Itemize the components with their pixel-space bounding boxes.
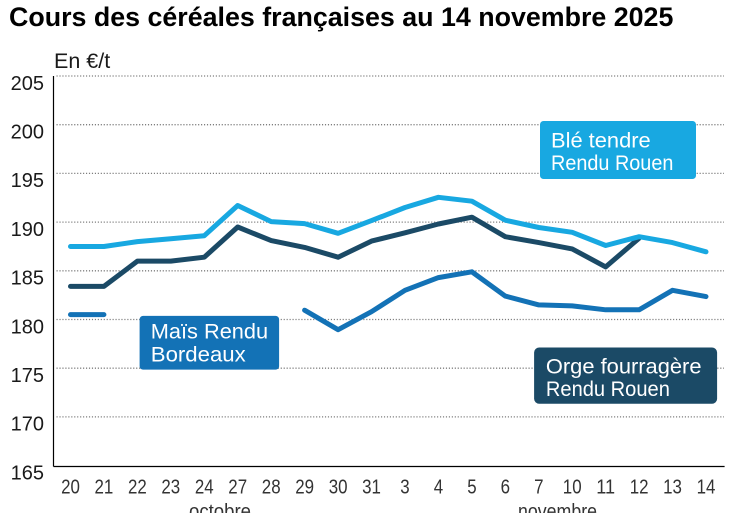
svg-text:5: 5 [467,476,476,498]
svg-text:Cours des céréales françaises: Cours des céréales françaises au 14 nove… [9,2,673,32]
svg-text:10: 10 [563,476,582,498]
svg-text:3: 3 [400,476,409,498]
svg-text:Rendu Rouen: Rendu Rouen [551,152,673,175]
svg-text:175: 175 [11,365,44,387]
svg-text:205: 205 [11,73,44,95]
svg-text:11: 11 [596,476,615,498]
svg-text:30: 30 [329,476,348,498]
svg-text:Orge fourragère: Orge fourragère [546,355,702,378]
svg-text:14: 14 [697,476,716,498]
svg-text:165: 165 [11,462,44,484]
svg-text:24: 24 [195,476,214,498]
svg-text:12: 12 [630,476,649,498]
svg-text:Maïs Rendu: Maïs Rendu [151,321,268,344]
svg-text:190: 190 [11,219,44,241]
svg-text:6: 6 [501,476,510,498]
svg-text:23: 23 [161,476,180,498]
svg-text:13: 13 [663,476,682,498]
svg-text:octobre: octobre [189,501,251,513]
svg-text:22: 22 [128,476,147,498]
svg-text:7: 7 [534,476,543,498]
svg-text:31: 31 [362,476,381,498]
svg-text:195: 195 [11,170,44,192]
svg-text:En €/t: En €/t [54,49,110,73]
svg-text:Rendu Rouen: Rendu Rouen [546,378,670,401]
svg-text:21: 21 [95,476,114,498]
svg-text:20: 20 [61,476,80,498]
svg-text:4: 4 [434,476,443,498]
svg-text:novembre: novembre [518,501,597,513]
svg-text:180: 180 [11,316,44,338]
svg-text:Bordeaux: Bordeaux [151,343,246,366]
svg-text:28: 28 [262,476,281,498]
svg-text:27: 27 [228,476,247,498]
svg-text:Blé tendre: Blé tendre [551,129,651,152]
svg-text:170: 170 [11,414,44,436]
svg-text:185: 185 [11,268,44,290]
svg-text:200: 200 [11,122,44,144]
svg-text:29: 29 [295,476,314,498]
